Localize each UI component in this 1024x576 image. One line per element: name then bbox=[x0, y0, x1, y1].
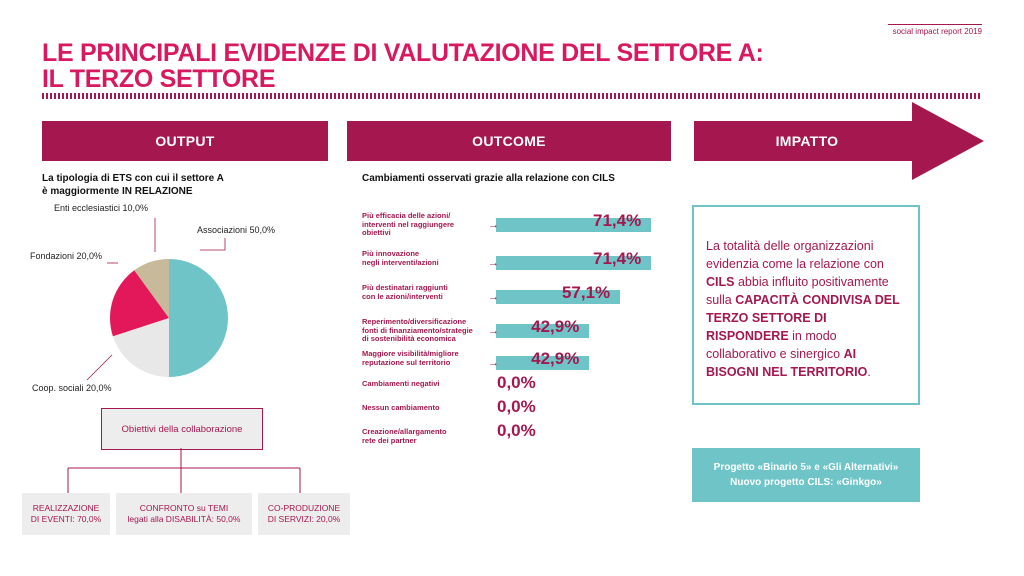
arrow-right-icon: → bbox=[488, 357, 499, 369]
impact-text-3: in modo collaborativo e sinergico bbox=[706, 329, 844, 361]
outcome-bar bbox=[496, 324, 590, 338]
objective-eventi-line-1: REALIZZAZIONE bbox=[32, 503, 100, 513]
pie-slice-enti bbox=[134, 259, 169, 318]
impact-highlight-bisogni: AI BISOGNI NEL TERRITORIO bbox=[706, 347, 868, 379]
outcome-heading: Cambiamenti osservati grazie alla relazi… bbox=[362, 173, 615, 184]
banner-output: OUTPUT bbox=[42, 121, 328, 161]
outcome-value: 57,1% bbox=[561, 283, 611, 302]
pie-label-coop: Coop. sociali 20,0% bbox=[32, 383, 112, 393]
objective-confronto-line-1: CONFRONTO su TEMI bbox=[139, 503, 229, 513]
output-heading-line-2: è maggiormente IN RELAZIONE bbox=[42, 186, 193, 197]
pie-label-fondazioni: Fondazioni 20,0% bbox=[30, 251, 103, 261]
pie-chart bbox=[86, 218, 228, 381]
project-box: Progetto «Binario 5» e «Gli Alternativi»… bbox=[692, 448, 920, 502]
banner-impatto: IMPATTO bbox=[775, 133, 839, 149]
outcome-label: Cambiamenti negativi bbox=[362, 379, 440, 388]
outcome-label: Creazione/allargamento rete dei partner bbox=[362, 427, 447, 445]
arrow-right-icon: → bbox=[488, 219, 499, 231]
output-heading: La tipologia di ETS con cui il settore A… bbox=[42, 172, 224, 198]
outcome-value: 42,9% bbox=[531, 349, 580, 368]
outcome-bar bbox=[496, 218, 651, 232]
impact-text-4: . bbox=[867, 365, 871, 379]
outcome-label: Reperimento/diversificazione fonti di fi… bbox=[362, 317, 473, 343]
outcome-value: 71,4% bbox=[593, 211, 642, 230]
pie-label-enti: Enti ecclesiastici 10,0% bbox=[54, 203, 149, 213]
pie-slices bbox=[110, 259, 228, 377]
objective-coproduzione: CO-PRODUZIONE DI SERVIZI: 20,0% bbox=[258, 493, 350, 535]
outcome-value: 71,4% bbox=[593, 249, 642, 268]
pie-leader-lines bbox=[86, 218, 226, 381]
impact-text-2: abbia influito positivamente sulla bbox=[706, 275, 889, 307]
outcome-label: Maggiore visibilità/migliore reputazione… bbox=[362, 349, 459, 367]
objective-confronto-line-2: legati alla DISABILITÀ: 50,0% bbox=[127, 514, 241, 524]
page-title: LE PRINCIPALI EVIDENZE DI VALUTAZIONE DE… bbox=[42, 40, 764, 92]
outcome-value: 0,0% bbox=[497, 373, 536, 392]
pie-slice-fondazioni bbox=[110, 270, 169, 337]
objective-coproduzione-line-2: DI SERVIZI: 20,0% bbox=[267, 514, 341, 524]
impact-cils: CILS bbox=[706, 275, 735, 289]
outcome-label: Più efficacia delle azioni/ interventi n… bbox=[362, 211, 455, 237]
objective-confronto: CONFRONTO su TEMI legati alla DISABILITÀ:… bbox=[116, 493, 252, 535]
outcome-bar bbox=[496, 290, 620, 304]
objective-eventi: REALIZZAZIONE DI EVENTI: 70,0% bbox=[22, 493, 110, 535]
title-line-1: LE PRINCIPALI EVIDENZE DI VALUTAZIONE DE… bbox=[42, 39, 764, 67]
title-line-2: IL TERZO SETTORE bbox=[42, 65, 276, 93]
arrow-right-icon: → bbox=[488, 257, 499, 269]
pie-slice-associazioni bbox=[169, 259, 228, 377]
objectives-connectors bbox=[67, 448, 301, 493]
project-line-2: Nuovo progetto CILS: «Ginkgo» bbox=[730, 477, 882, 488]
outcome-value: 42,9% bbox=[531, 317, 580, 336]
impact-text-1: La totalità delle organizzazioni evidenz… bbox=[706, 239, 884, 271]
objective-coproduzione-line-1: CO-PRODUZIONE bbox=[267, 503, 341, 513]
report-tag: social impact report 2019 bbox=[888, 24, 982, 36]
impact-highlight-capacita: CAPACITÀ CONDIVISA DEL TERZO SETTORE DI … bbox=[706, 293, 900, 343]
outcome-bar bbox=[496, 256, 651, 270]
banner-impatto-arrow bbox=[694, 102, 984, 180]
arrow-right-icon: → bbox=[488, 291, 499, 303]
outcome-bar bbox=[496, 356, 590, 370]
project-line-1: Progetto «Binario 5» e «Gli Alternativi» bbox=[713, 462, 899, 473]
output-heading-line-1: La tipologia di ETS con cui il settore A bbox=[42, 173, 224, 184]
objectives-box: Obiettivi della collaborazione bbox=[101, 408, 263, 450]
outcome-value: 0,0% bbox=[497, 397, 536, 416]
impact-text-box: La totalità delle organizzazioni evidenz… bbox=[692, 205, 920, 405]
banner-outcome: OUTCOME bbox=[347, 121, 671, 161]
outcome-value: 0,0% bbox=[497, 421, 536, 440]
arrow-right-icon: → bbox=[488, 325, 499, 337]
outcome-label: Più destinatari raggiunti con le azioni/… bbox=[362, 283, 448, 301]
dotted-divider bbox=[42, 93, 982, 99]
pie-label-associazioni: Associazioni 50,0% bbox=[197, 225, 276, 235]
objective-eventi-line-2: DI EVENTI: 70,0% bbox=[30, 514, 102, 524]
pie-slice-coop bbox=[112, 318, 169, 377]
outcome-label: Nessun cambiamento bbox=[362, 403, 440, 412]
outcome-label: Più innovazione negli interventi/azioni bbox=[362, 249, 439, 267]
